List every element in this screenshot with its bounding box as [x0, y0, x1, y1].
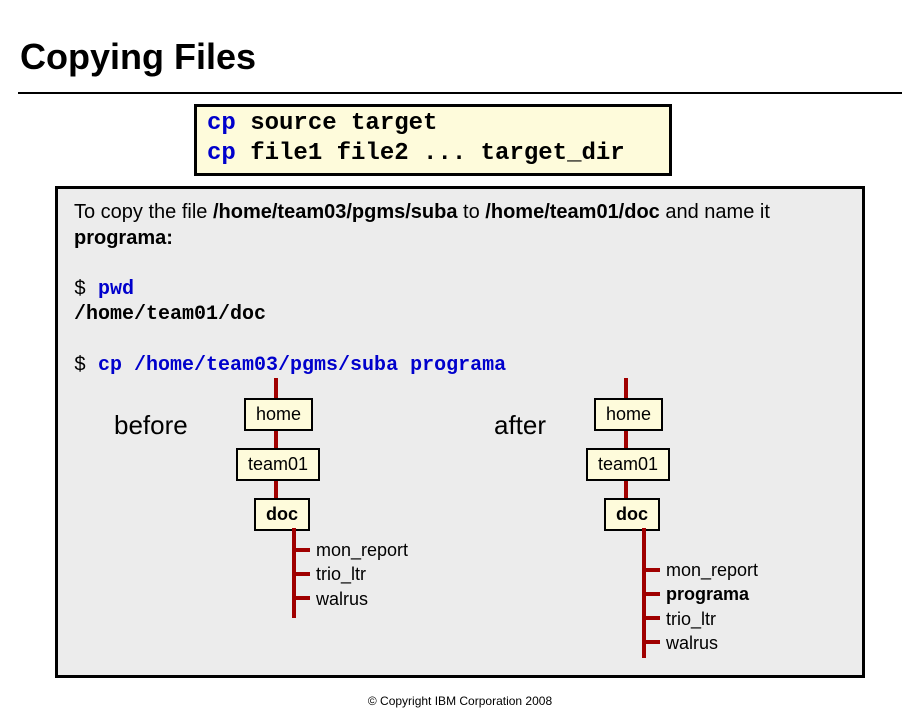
node-team: team01	[586, 448, 670, 481]
page-title: Copying Files	[20, 36, 256, 78]
slide: Copying Files cp source target cp file1 …	[0, 0, 920, 712]
example-box: To copy the file /home/team03/pgms/suba …	[55, 186, 865, 678]
title-rule	[18, 92, 902, 94]
prompt-2: $	[74, 354, 98, 377]
tree-tick	[642, 616, 660, 620]
file-item: walrus	[316, 587, 408, 611]
tree-tick	[292, 548, 310, 552]
node-team: team01	[236, 448, 320, 481]
desc-newname: programa:	[74, 227, 173, 249]
node-home: home	[244, 398, 313, 431]
copyright-text: © Copyright IBM Corporation 2008	[0, 694, 920, 708]
tree-tick	[292, 572, 310, 576]
cmd-cp: cp /home/team03/pgms/suba programa	[98, 354, 506, 377]
file-item: mon_report	[666, 558, 758, 582]
file-item: mon_report	[316, 538, 408, 562]
node-doc: doc	[254, 498, 310, 531]
desc-suffix1: and name it	[660, 201, 770, 223]
node-home: home	[594, 398, 663, 431]
example-description: To copy the file /home/team03/pgms/suba …	[74, 199, 846, 251]
desc-path1: /home/team03/pgms/suba	[213, 201, 458, 223]
prompt-1: $	[74, 278, 98, 301]
tree-tick	[292, 596, 310, 600]
tree-before-label: before	[114, 410, 188, 441]
tree-tick	[642, 568, 660, 572]
tree-tick	[642, 640, 660, 644]
terminal-output-1: /home/team01/doc	[74, 302, 846, 327]
trees-container: before home team01 doc mon_report trio_l…	[74, 378, 846, 668]
syntax-rest-2: file1 file2 ... target_dir	[236, 140, 625, 167]
file-list-before: mon_report trio_ltr walrus	[316, 538, 408, 611]
tree-after-label: after	[494, 410, 546, 441]
terminal-line-1: $ pwd	[74, 277, 846, 302]
desc-mid: to	[458, 201, 486, 223]
terminal-line-2: $ cp /home/team03/pgms/suba programa	[74, 353, 846, 378]
file-item: trio_ltr	[316, 562, 408, 586]
syntax-line-2: cp file1 file2 ... target_dir	[207, 139, 659, 169]
cmd-pwd: pwd	[98, 278, 134, 301]
tree-tick	[642, 592, 660, 596]
syntax-rest-1: source target	[236, 110, 438, 137]
file-item: trio_ltr	[666, 607, 758, 631]
desc-path2: /home/team01/doc	[485, 201, 660, 223]
file-list-after: mon_report programa trio_ltr walrus	[666, 558, 758, 655]
desc-prefix: To copy the file	[74, 201, 213, 223]
file-item: programa	[666, 582, 758, 606]
syntax-cmd-2: cp	[207, 140, 236, 167]
syntax-line-1: cp source target	[207, 109, 659, 139]
file-item: walrus	[666, 631, 758, 655]
syntax-box: cp source target cp file1 file2 ... targ…	[194, 104, 672, 176]
syntax-cmd-1: cp	[207, 110, 236, 137]
node-doc: doc	[604, 498, 660, 531]
